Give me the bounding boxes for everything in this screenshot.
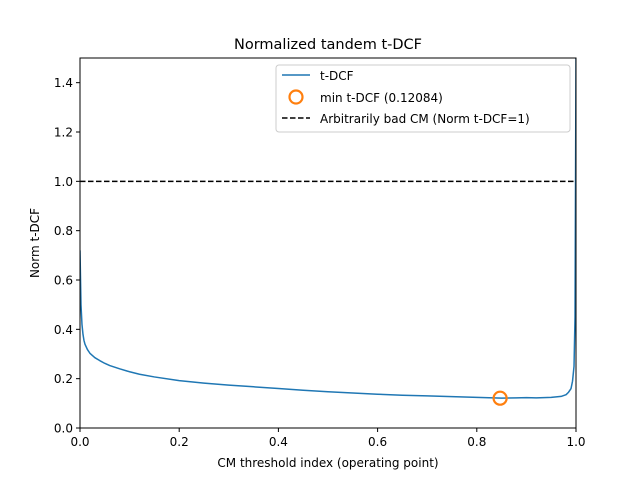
y-tick-label: 1.0 bbox=[54, 175, 73, 189]
x-axis: 0.0 0.2 0.4 0.6 0.8 1.0 bbox=[70, 428, 586, 449]
y-axis-label: Norm t-DCF bbox=[28, 208, 42, 278]
tdcf-curve bbox=[80, 58, 576, 399]
x-tick-label: 0.8 bbox=[467, 435, 486, 449]
plot-area bbox=[79, 57, 577, 429]
x-axis-label: CM threshold index (operating point) bbox=[217, 456, 438, 470]
min-tdcf-marker bbox=[492, 390, 508, 406]
x-tick-label: 1.0 bbox=[566, 435, 585, 449]
y-tick-label: 0.6 bbox=[54, 274, 73, 288]
y-tick-label: 0.4 bbox=[54, 323, 73, 337]
x-tick-label: 0.2 bbox=[170, 435, 189, 449]
y-axis: 0.0 0.2 0.4 0.6 0.8 1.0 1.2 1.4 bbox=[54, 76, 80, 436]
x-tick-label: 0.4 bbox=[269, 435, 288, 449]
legend-marker-min bbox=[288, 89, 304, 105]
legend-label-bad-cm: Arbitrarily bad CM (Norm t-DCF=1) bbox=[320, 112, 530, 126]
legend-label-tdcf: t-DCF bbox=[320, 69, 354, 83]
y-tick-label: 1.4 bbox=[54, 76, 73, 90]
series-layer bbox=[80, 58, 576, 406]
legend-label-min: min t-DCF (0.12084) bbox=[320, 91, 443, 105]
y-tick-label: 0.2 bbox=[54, 372, 73, 386]
y-tick-label: 0.8 bbox=[54, 224, 73, 238]
x-tick-label: 0.0 bbox=[70, 435, 89, 449]
y-tick-label: 0.0 bbox=[54, 422, 73, 436]
legend: t-DCF min t-DCF (0.12084) Arbitrarily ba… bbox=[275, 64, 571, 133]
legend-box bbox=[275, 64, 571, 133]
chart-title: Normalized tandem t-DCF bbox=[234, 37, 422, 53]
x-tick-label: 0.6 bbox=[368, 435, 387, 449]
plot-frame bbox=[79, 57, 577, 429]
y-tick-label: 1.2 bbox=[54, 126, 73, 140]
